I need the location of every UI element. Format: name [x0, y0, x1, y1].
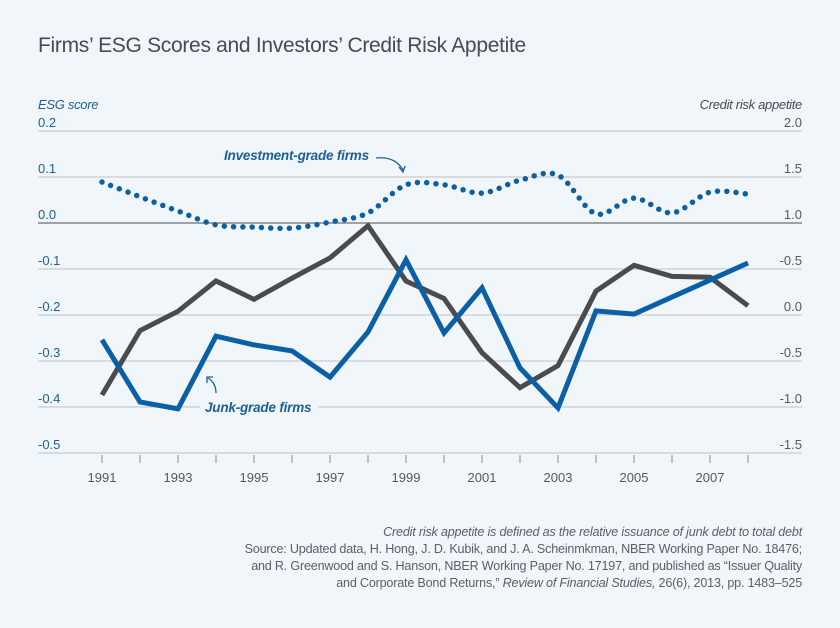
footnote: Credit risk appetite is defined as the r… [244, 524, 803, 592]
footnote-source-1: Source: Updated data, H. Hong, J. D. Kub… [244, 542, 803, 556]
right-tick-label: 1.0 [784, 207, 802, 222]
annotation-arrow-junk [207, 377, 217, 394]
x-tick-label: 1995 [240, 470, 269, 485]
x-tick-label: 2007 [696, 470, 725, 485]
right-tick-label: 2.0 [784, 115, 802, 130]
arrow-head-icon [398, 165, 406, 174]
footnote-source-3: and Corporate Bond Returns,” Review of F… [245, 575, 802, 592]
annotation-investment-grade: Investment-grade firms [224, 148, 370, 163]
x-tick-label: 2005 [620, 470, 649, 485]
left-axis-title: ESG score [38, 97, 99, 112]
right-tick-label: -0.5 [780, 345, 802, 360]
right-tick-label: -1.5 [780, 437, 802, 452]
left-tick-label: -0.1 [38, 253, 60, 268]
series-credit-risk-appetite [99, 222, 750, 397]
x-tick-label: 1993 [164, 470, 193, 485]
right-tick-label: 1.5 [784, 161, 802, 176]
x-tick-label: 2003 [544, 470, 573, 485]
footnote-source-3b: 26(6), 2013, pp. 1483–525 [655, 576, 803, 590]
x-tick-label: 1999 [392, 470, 421, 485]
left-tick-label: 0.0 [38, 207, 56, 222]
x-tick-label: 1997 [316, 470, 345, 485]
left-tick-label: -0.4 [38, 391, 60, 406]
footnote-source-2: and R. Greenwood and S. Hanson, NBER Wor… [251, 559, 802, 573]
x-tick-label: 1991 [88, 470, 117, 485]
annotation-junk-grade: Junk-grade firms [205, 400, 312, 415]
x-tick-label: 2001 [468, 470, 497, 485]
annotation-bg [200, 398, 318, 416]
series-junk-grade-firms [99, 254, 750, 413]
left-tick-label: -0.3 [38, 345, 60, 360]
right-tick-label: 0.0 [784, 299, 802, 314]
left-tick-label: 0.2 [38, 115, 56, 130]
arrow-head-icon [206, 376, 213, 383]
footnote-journal: Review of Financial Studies, [502, 576, 656, 590]
left-tick-label: -0.5 [38, 437, 60, 452]
footnote-definition: Credit risk appetite is defined as the r… [383, 525, 802, 539]
right-tick-label: -0.5 [780, 253, 802, 268]
footnote-source-3a: and Corporate Bond Returns,” [336, 576, 503, 590]
left-tick-label: -0.2 [38, 299, 60, 314]
left-tick-label: 0.1 [38, 161, 56, 176]
annotation-arrow-investment [375, 157, 404, 171]
right-axis-title: Credit risk appetite [699, 97, 803, 112]
series-investment-grade-firms [99, 170, 751, 232]
chart-title: Firms’ ESG Scores and Investors’ Credit … [38, 34, 526, 57]
right-tick-label: -1.0 [780, 391, 802, 406]
